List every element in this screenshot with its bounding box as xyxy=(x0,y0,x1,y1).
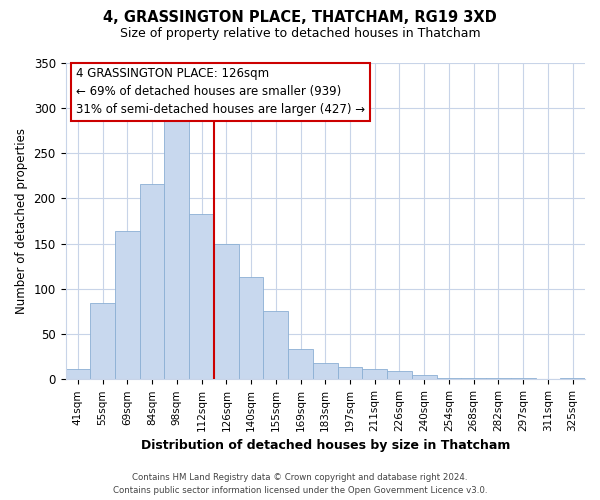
Bar xyxy=(486,378,511,380)
Bar xyxy=(511,378,536,380)
Bar xyxy=(338,366,362,380)
Text: 4 GRASSINGTON PLACE: 126sqm
← 69% of detached houses are smaller (939)
31% of se: 4 GRASSINGTON PLACE: 126sqm ← 69% of det… xyxy=(76,68,365,116)
Bar xyxy=(560,378,585,380)
Bar xyxy=(115,231,140,380)
Bar xyxy=(461,378,486,380)
Bar xyxy=(65,370,90,380)
Bar xyxy=(239,277,263,380)
Bar xyxy=(313,363,338,380)
Text: 4, GRASSINGTON PLACE, THATCHAM, RG19 3XD: 4, GRASSINGTON PLACE, THATCHAM, RG19 3XD xyxy=(103,10,497,25)
Bar xyxy=(90,304,115,380)
Bar xyxy=(412,375,437,380)
Bar xyxy=(387,371,412,380)
Bar xyxy=(164,120,189,380)
Bar xyxy=(288,348,313,380)
Bar xyxy=(214,244,239,380)
Bar xyxy=(189,214,214,380)
Bar xyxy=(362,370,387,380)
Bar xyxy=(140,184,164,380)
Text: Size of property relative to detached houses in Thatcham: Size of property relative to detached ho… xyxy=(119,28,481,40)
Text: Contains HM Land Registry data © Crown copyright and database right 2024.
Contai: Contains HM Land Registry data © Crown c… xyxy=(113,474,487,495)
Bar xyxy=(437,378,461,380)
Bar xyxy=(263,312,288,380)
X-axis label: Distribution of detached houses by size in Thatcham: Distribution of detached houses by size … xyxy=(140,440,510,452)
Y-axis label: Number of detached properties: Number of detached properties xyxy=(15,128,28,314)
